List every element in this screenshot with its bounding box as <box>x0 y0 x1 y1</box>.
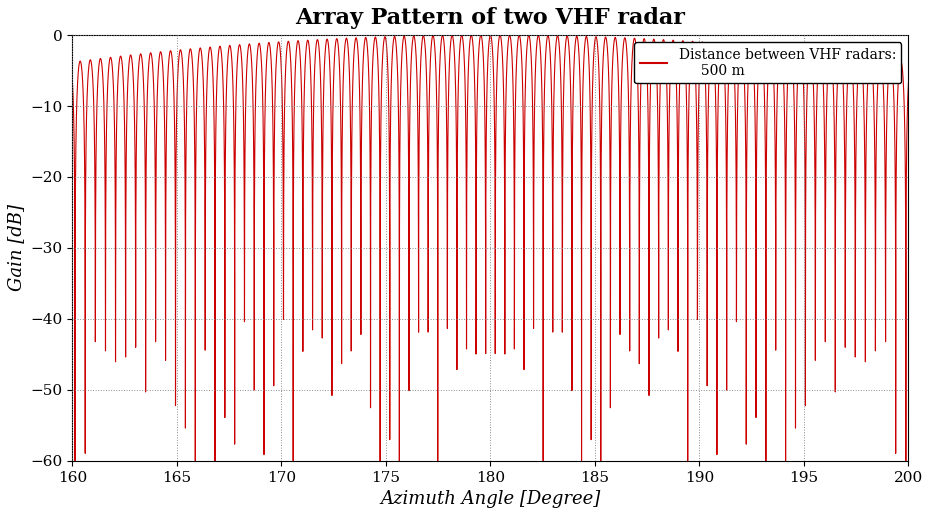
Legend: Distance between VHF radars:
     500 m: Distance between VHF radars: 500 m <box>634 42 901 83</box>
Y-axis label: Gain [dB]: Gain [dB] <box>7 204 25 291</box>
X-axis label: Azimuth Angle [Degree]: Azimuth Angle [Degree] <box>380 490 601 508</box>
Title: Array Pattern of two VHF radar: Array Pattern of two VHF radar <box>296 7 685 29</box>
